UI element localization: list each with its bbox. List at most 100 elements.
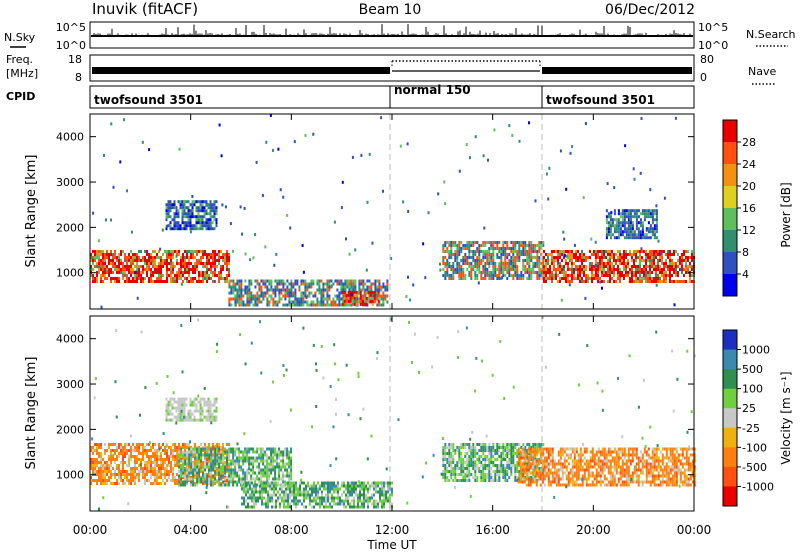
heatmap-cell (327, 491, 329, 494)
beam-title: Beam 10 (359, 2, 422, 18)
heatmap-cell (212, 443, 214, 446)
heatmap-cell (150, 467, 152, 470)
heatmap-cell (172, 458, 174, 461)
heatmap-cell (96, 449, 98, 452)
heatmap-cell (317, 491, 319, 494)
nsearch-label: N.Search (746, 28, 796, 41)
heatmap-cell (526, 268, 528, 271)
heatmap-cell (184, 268, 186, 271)
heatmap-cell (617, 250, 619, 253)
heatmap-cell (242, 478, 244, 481)
heatmap-cell (110, 461, 112, 464)
heatmap-cell (458, 473, 460, 476)
heatmap-cell (164, 461, 166, 464)
heatmap-cell (685, 250, 687, 253)
heatmap-cell (504, 262, 506, 265)
heatmap-cell (348, 300, 350, 303)
heatmap-cell (614, 227, 616, 230)
heatmap-cell (585, 259, 587, 262)
heatmap-cell (130, 455, 132, 458)
heatmap-cell (230, 304, 232, 307)
heatmap-cell (370, 297, 372, 300)
heatmap-cell (591, 253, 593, 256)
heatmap-cell (178, 200, 180, 203)
power-colorbar-label: Power [dB] (779, 182, 793, 247)
heatmap-cell (224, 451, 226, 454)
heatmap-cell (649, 256, 651, 259)
heatmap-cell (311, 485, 313, 488)
heatmap-cell (214, 218, 216, 221)
heatmap-cell (214, 280, 216, 283)
heatmap-cell (266, 454, 268, 457)
heatmap-cell (248, 283, 250, 286)
heatmap-cell (520, 244, 522, 247)
heatmap-cell (364, 283, 366, 286)
heatmap-cell (198, 271, 200, 274)
heatmap-cell (362, 303, 364, 306)
heatmap-cell (264, 472, 266, 475)
heatmap-cell (319, 488, 321, 491)
heatmap-cell (208, 469, 210, 472)
heatmap-cell (551, 256, 553, 259)
heatmap-cell (373, 500, 375, 503)
heatmap-cell (286, 292, 288, 295)
heatmap-cell (212, 256, 214, 259)
heatmap-cell (210, 206, 212, 209)
heatmap-cell (260, 292, 262, 295)
heatmap-cell (506, 262, 508, 265)
heatmap-cell (252, 463, 254, 466)
heatmap-cell (648, 227, 650, 230)
heatmap-cell (553, 277, 555, 280)
heatmap-cell (132, 271, 134, 274)
heatmap-cell (639, 250, 641, 253)
heatmap-cell (362, 286, 364, 289)
cpid-panel: CPID twofsound 3501 normal 150 twofsound… (6, 83, 694, 108)
heatmap-cell (656, 236, 658, 239)
heatmap-cell (200, 469, 202, 472)
heatmap-cell (681, 262, 683, 265)
heatmap-cell (462, 247, 464, 250)
heatmap-cell (637, 268, 639, 271)
heatmap-cell (456, 253, 458, 256)
heatmap-cell (669, 262, 671, 265)
heatmap-cell (322, 304, 324, 307)
heatmap-cell (196, 221, 198, 224)
heatmap-cell (624, 221, 626, 224)
heatmap-cell (545, 253, 547, 256)
heatmap-cell (691, 280, 693, 283)
heatmap-cell (336, 304, 338, 307)
heatmap-cell (299, 482, 301, 485)
heatmap-cell (611, 250, 613, 253)
heatmap-cell (352, 303, 354, 306)
heatmap-cell (114, 277, 116, 280)
heatmap-cell (160, 274, 162, 277)
heatmap-cell (608, 215, 610, 218)
heatmap-cell (284, 304, 286, 307)
heatmap-cell (478, 253, 480, 256)
heatmap-cell (375, 488, 377, 491)
heatmap-cell (96, 461, 98, 464)
heatmap-cell (272, 457, 274, 460)
heatmap-cell (262, 298, 264, 301)
heatmap-cell (379, 497, 381, 500)
heatmap-cell (174, 458, 176, 461)
heatmap-cell (530, 256, 532, 259)
heatmap-cell (593, 250, 595, 253)
heatmap-cell (663, 277, 665, 280)
heatmap-cell (108, 271, 110, 274)
heatmap-cell (105, 218, 107, 221)
heatmap-cell (222, 466, 224, 469)
heatmap-cell (522, 244, 524, 247)
heatmap-cell (192, 484, 194, 487)
heatmap-cell (320, 301, 322, 304)
heatmap-cell (256, 292, 258, 295)
heatmap-cell (94, 479, 96, 482)
heatmap-cell (118, 470, 120, 473)
heatmap-cell (510, 265, 512, 268)
heatmap-cell (391, 494, 393, 497)
heatmap-cell (132, 470, 134, 473)
heatmap-cell (241, 233, 243, 236)
heatmap-cell (210, 457, 212, 460)
heatmap-cell (291, 482, 293, 485)
heatmap-cell (675, 262, 677, 265)
